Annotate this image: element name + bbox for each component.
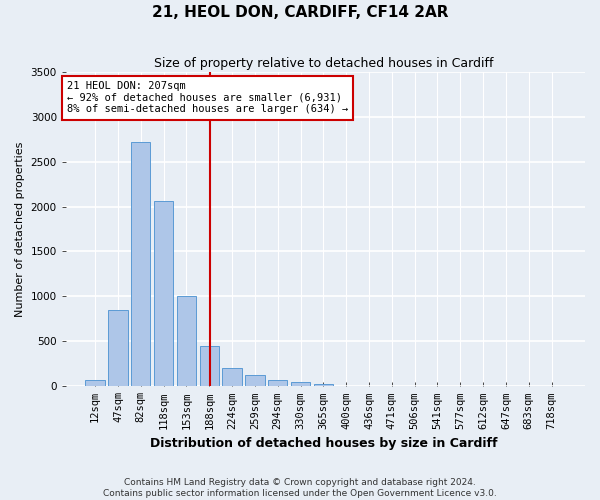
Bar	[223, 368, 242, 386]
Bar	[85, 380, 105, 386]
Bar	[291, 382, 310, 386]
Bar	[177, 296, 196, 386]
Bar	[154, 201, 173, 386]
Bar	[131, 142, 151, 386]
Bar	[245, 374, 265, 386]
Bar	[314, 384, 333, 386]
Title: Size of property relative to detached houses in Cardiff: Size of property relative to detached ho…	[154, 58, 493, 70]
Bar	[268, 380, 287, 386]
Text: Contains HM Land Registry data © Crown copyright and database right 2024.
Contai: Contains HM Land Registry data © Crown c…	[103, 478, 497, 498]
Text: 21 HEOL DON: 207sqm
← 92% of detached houses are smaller (6,931)
8% of semi-deta: 21 HEOL DON: 207sqm ← 92% of detached ho…	[67, 81, 348, 114]
Text: 21, HEOL DON, CARDIFF, CF14 2AR: 21, HEOL DON, CARDIFF, CF14 2AR	[152, 5, 448, 20]
Y-axis label: Number of detached properties: Number of detached properties	[15, 142, 25, 316]
Bar	[200, 346, 219, 387]
X-axis label: Distribution of detached houses by size in Cardiff: Distribution of detached houses by size …	[149, 437, 497, 450]
Bar	[108, 310, 128, 386]
